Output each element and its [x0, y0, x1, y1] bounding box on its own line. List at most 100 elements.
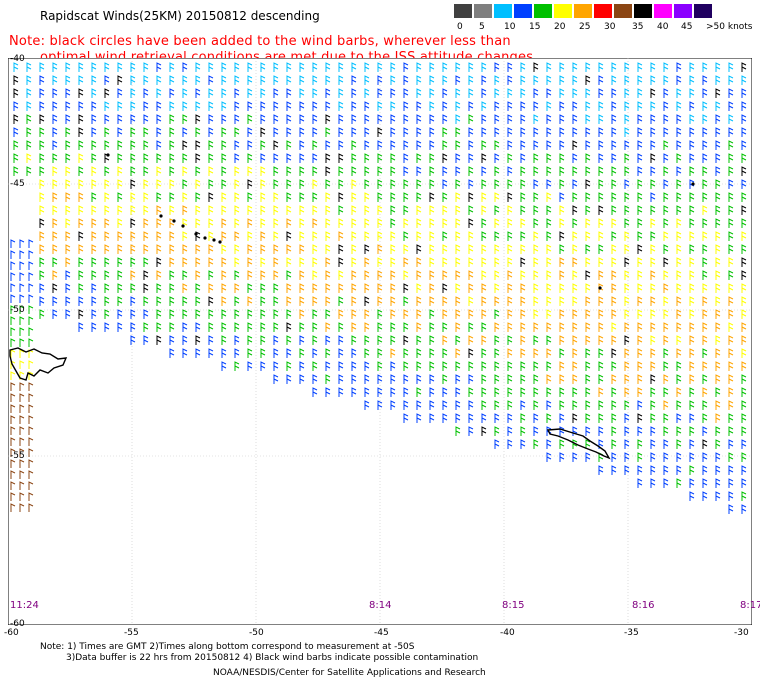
wind-barb	[520, 296, 526, 306]
wind-barb	[702, 218, 708, 228]
wind-barb	[689, 153, 695, 163]
wind-barb	[273, 296, 279, 306]
wind-barb	[650, 127, 656, 137]
wind-barb	[299, 283, 305, 293]
wind-barb	[702, 101, 708, 111]
wind-barb	[507, 296, 513, 306]
wind-barb	[520, 192, 526, 202]
wind-barb	[208, 296, 214, 306]
legend-label: 40	[657, 22, 669, 32]
wind-barb	[481, 192, 487, 202]
wind-barb	[130, 75, 136, 85]
wind-barb	[598, 387, 604, 397]
wind-barb	[143, 75, 149, 85]
wind-barb	[715, 127, 721, 137]
contamination-circle	[218, 240, 222, 244]
wind-barb	[169, 231, 175, 241]
wind-barb	[286, 127, 292, 137]
south-georgia-island	[546, 428, 611, 460]
wind-barb	[182, 140, 188, 150]
wind-barb	[728, 127, 734, 137]
wind-barb	[10, 470, 16, 479]
wind-barb	[26, 101, 32, 111]
wind-barb	[533, 387, 539, 397]
wind-barb	[130, 205, 136, 215]
wind-barb	[221, 296, 227, 306]
wind-barb	[78, 244, 84, 254]
wind-barb	[390, 166, 396, 176]
wind-barb	[520, 218, 526, 228]
wind-barb	[637, 205, 643, 215]
wind-barb	[650, 153, 656, 163]
wind-barb	[195, 218, 201, 228]
wind-barb	[351, 166, 357, 176]
wind-barb	[156, 205, 162, 215]
wind-barb	[598, 335, 604, 345]
wind-barb	[455, 426, 461, 436]
wind-barb	[351, 205, 357, 215]
wind-barb	[28, 470, 34, 479]
wind-barb	[637, 153, 643, 163]
wind-barb	[221, 309, 227, 319]
wind-barb	[533, 257, 539, 267]
wind-barb	[442, 88, 448, 98]
wind-barb	[741, 101, 747, 111]
wind-barb	[689, 231, 695, 241]
wind-barb	[533, 101, 539, 111]
wind-barb	[676, 127, 682, 137]
wind-barb	[338, 283, 344, 293]
wind-barb	[247, 101, 253, 111]
wind-barb	[481, 244, 487, 254]
wind-barb	[533, 179, 539, 189]
wind-barb	[572, 387, 578, 397]
wind-barb	[338, 101, 344, 111]
wind-barb	[702, 114, 708, 124]
wind-barb	[585, 374, 591, 384]
wind-barb	[104, 257, 110, 267]
wind-barb	[442, 205, 448, 215]
wind-barb	[299, 374, 305, 384]
wind-barb	[234, 101, 240, 111]
wind-barb	[286, 270, 292, 280]
wind-barb	[156, 140, 162, 150]
wind-barb	[351, 153, 357, 163]
wind-barb	[741, 348, 747, 358]
wind-barb	[741, 387, 747, 397]
wind-barb	[273, 192, 279, 202]
wind-barb	[520, 114, 526, 124]
wind-barb	[390, 127, 396, 137]
wind-barb	[650, 192, 656, 202]
wind-barb	[546, 413, 552, 423]
wind-barb	[533, 296, 539, 306]
wind-barb	[78, 140, 84, 150]
wind-barb	[10, 261, 16, 270]
wind-barb	[52, 153, 58, 163]
wind-barb	[286, 192, 292, 202]
wind-barb	[650, 374, 656, 384]
wind-barb	[728, 75, 734, 85]
wind-barb	[507, 179, 513, 189]
wind-barb	[156, 127, 162, 137]
wind-barb	[468, 153, 474, 163]
wind-barb	[572, 127, 578, 137]
wind-barb	[169, 101, 175, 111]
wind-barb	[260, 361, 266, 371]
wind-barb	[286, 166, 292, 176]
wind-barb	[325, 309, 331, 319]
wind-barb	[156, 75, 162, 85]
wind-barb	[28, 437, 34, 446]
legend-label: 15	[529, 22, 541, 32]
wind-barb	[130, 283, 136, 293]
wind-barb	[130, 244, 136, 254]
wind-barb	[364, 231, 370, 241]
wind-barb	[702, 348, 708, 358]
wind-barb	[728, 387, 734, 397]
wind-barb	[533, 283, 539, 293]
wind-barb	[39, 231, 45, 241]
wind-barb	[520, 166, 526, 176]
wind-barb	[364, 283, 370, 293]
wind-barb	[91, 114, 97, 124]
wind-barb	[624, 114, 630, 124]
wind-barb	[26, 75, 32, 85]
wind-barb	[403, 257, 409, 267]
